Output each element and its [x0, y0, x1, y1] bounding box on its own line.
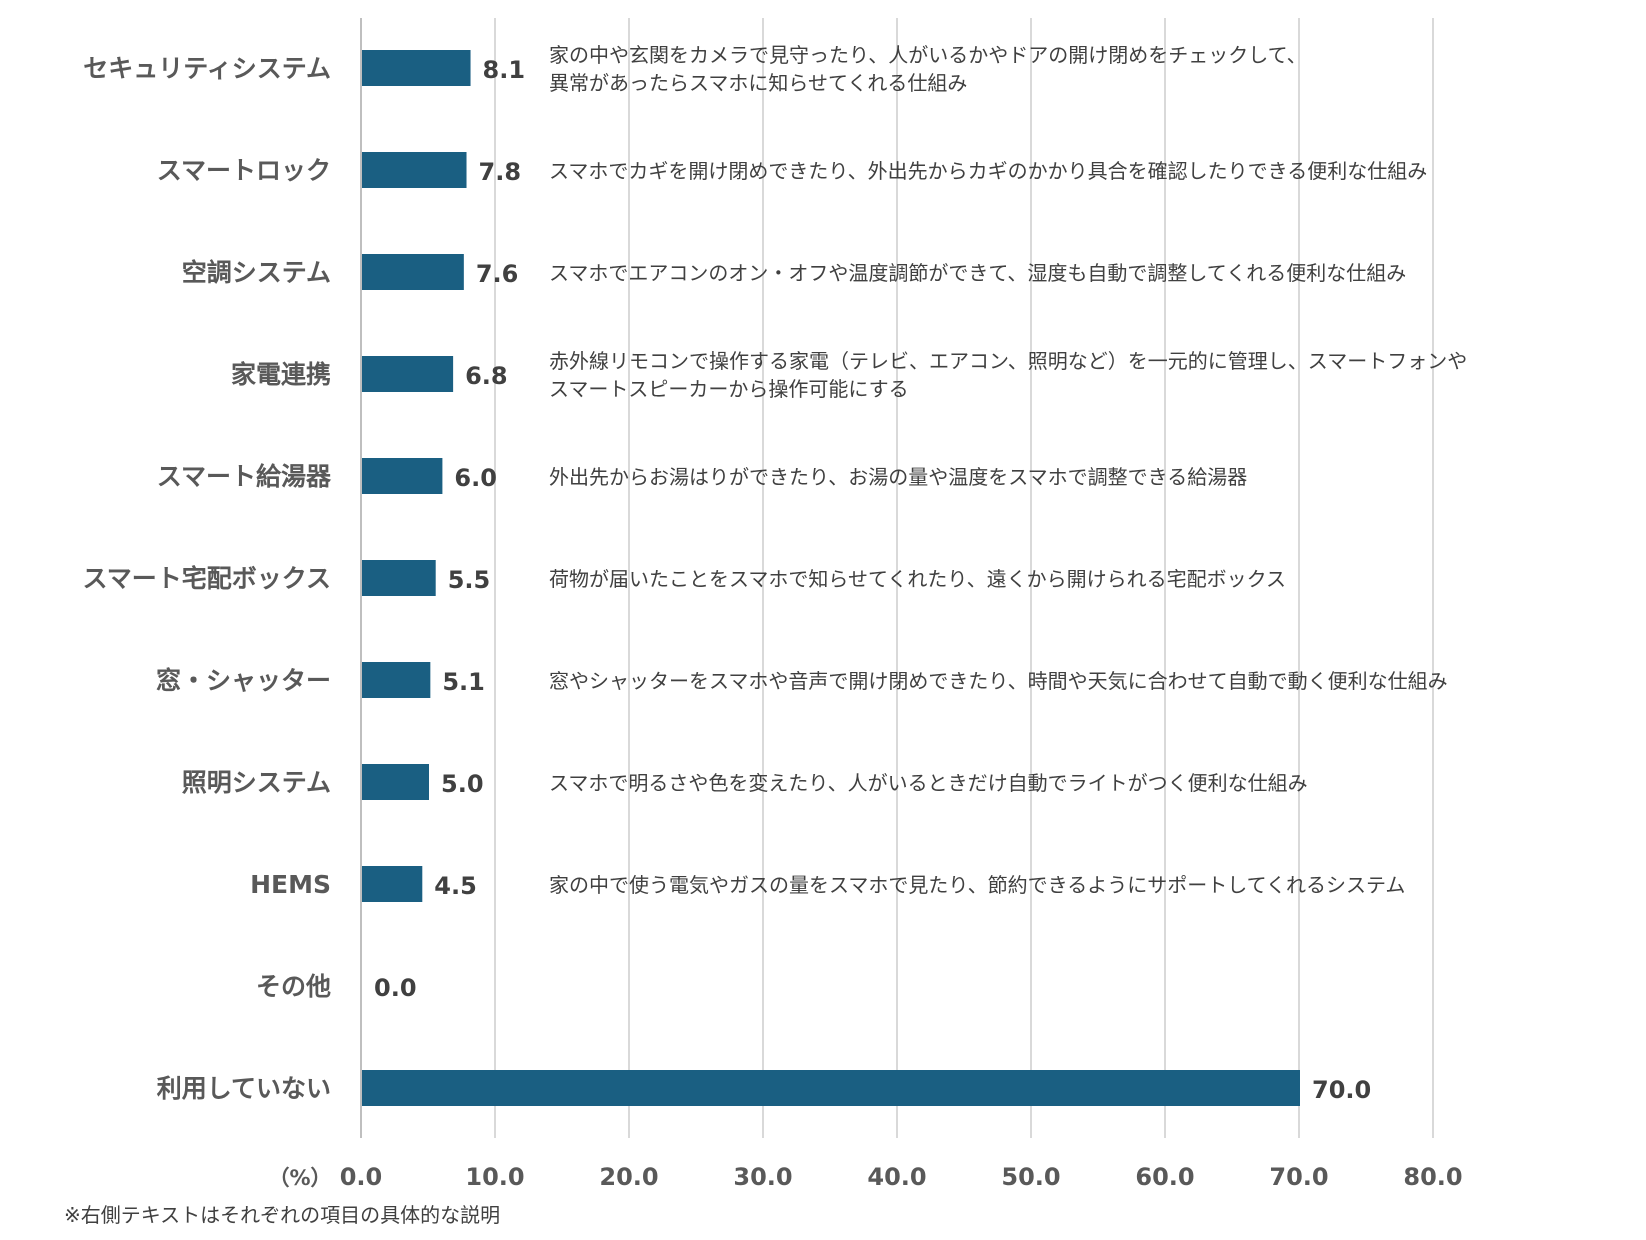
- description-1-line-0: スマホでカギを開け閉めできたり、外出先からカギのかかり具合を確認したりできる便利…: [549, 159, 1427, 183]
- category-label-2: 空調システム: [182, 258, 331, 287]
- bar-4: [362, 458, 443, 494]
- value-label-2: 7.6: [476, 260, 519, 288]
- description-5-line-0: 荷物が届いたことをスマホで知らせてくれたり、遠くから開けられる宅配ボックス: [549, 567, 1286, 591]
- bar-7: [362, 764, 429, 800]
- category-label-6: 窓・シャッター: [156, 666, 331, 695]
- description-4-line-0: 外出先からお湯はりができたり、お湯の量や温度をスマホで調整できる給湯器: [549, 465, 1247, 489]
- x-tick-label-1: 10.0: [465, 1163, 524, 1191]
- description-3-line-0: 赤外線リモコンで操作する家電（テレビ、エアコン、照明など）を一元的に管理し、スマ…: [549, 349, 1467, 373]
- description-3-line-1: スマートスピーカーから操作可能にする: [549, 377, 909, 401]
- bar-0: [362, 50, 471, 86]
- value-label-5: 5.5: [448, 566, 491, 594]
- bar-5: [362, 560, 436, 596]
- x-tick-labels: 0.0 10.0 20.0 30.0 40.0 50.0 60.0 70.0 80.0: [340, 1163, 1463, 1191]
- value-label-7: 5.0: [441, 770, 484, 798]
- value-label-6: 5.1: [442, 668, 485, 696]
- category-label-3: 家電連携: [231, 360, 331, 389]
- x-tick-label-2: 20.0: [599, 1163, 658, 1191]
- category-label-9: その他: [256, 972, 331, 1001]
- description-6-line-0: 窓やシャッターをスマホや音声で開け閉めできたり、時間や天気に合わせて自動で動く便…: [549, 669, 1448, 693]
- bar-6: [362, 662, 431, 698]
- x-tick-label-7: 70.0: [1269, 1163, 1328, 1191]
- category-labels: セキュリティシステムスマートロック空調システム家電連携スマート給湯器スマート宅配…: [82, 54, 332, 1103]
- bar-1: [362, 152, 467, 188]
- value-label-4: 6.0: [454, 464, 497, 492]
- description-0-line-0: 家の中や玄関をカメラで見守ったり、人がいるかやドアの開け閉めをチェックして、: [549, 43, 1307, 67]
- description-0-line-1: 異常があったらスマホに知らせてくれる仕組み: [549, 71, 967, 95]
- bar-3: [362, 356, 454, 392]
- footnote: ※右側テキストはそれぞれの項目の具体的な説明: [64, 1203, 500, 1227]
- grid-lines: [360, 18, 1434, 1138]
- value-label-0: 8.1: [483, 56, 526, 84]
- category-label-4: スマート給湯器: [157, 462, 332, 491]
- x-tick-label-8: 80.0: [1403, 1163, 1462, 1191]
- x-tick-label-4: 40.0: [867, 1163, 926, 1191]
- category-label-10: 利用していない: [157, 1074, 331, 1103]
- x-axis-unit-label: （%）: [268, 1166, 331, 1190]
- bar-8: [362, 866, 423, 902]
- bars: [362, 50, 1300, 1106]
- value-label-9: 0.0: [374, 974, 417, 1002]
- category-label-7: 照明システム: [182, 768, 331, 797]
- category-label-0: セキュリティシステム: [83, 54, 331, 83]
- category-label-1: スマートロック: [157, 156, 331, 185]
- value-labels: 8.1 7.8 7.6 6.8 6.0 5.5 5.1 5.0 4.5 0.0 70.0: [374, 56, 1371, 1104]
- bar-2: [362, 254, 464, 290]
- value-label-1: 7.8: [479, 158, 522, 186]
- description-texts: 家の中や玄関をカメラで見守ったり、人がいるかやドアの開け閉めをチェックして、異常…: [549, 43, 1467, 897]
- x-tick-label-6: 60.0: [1135, 1163, 1194, 1191]
- value-label-3: 6.8: [465, 362, 508, 390]
- value-label-10: 70.0: [1312, 1076, 1371, 1104]
- bar-10: [362, 1070, 1300, 1106]
- description-2-line-0: スマホでエアコンのオン・オフや温度調節ができて、湿度も自動で調整してくれる便利な…: [549, 261, 1406, 285]
- x-tick-label-0: 0.0: [340, 1163, 383, 1191]
- category-label-5: スマート宅配ボックス: [82, 564, 331, 593]
- value-label-8: 4.5: [434, 872, 477, 900]
- description-7-line-0: スマホで明るさや色を変えたり、人がいるときだけ自動でライトがつく便利な仕組み: [549, 771, 1308, 795]
- category-label-8: HEMS: [250, 870, 331, 899]
- description-8-line-0: 家の中で使う電気やガスの量をスマホで見たり、節約できるようにサポートしてくれるシ…: [549, 873, 1405, 897]
- x-tick-label-3: 30.0: [733, 1163, 792, 1191]
- x-tick-label-5: 50.0: [1001, 1163, 1060, 1191]
